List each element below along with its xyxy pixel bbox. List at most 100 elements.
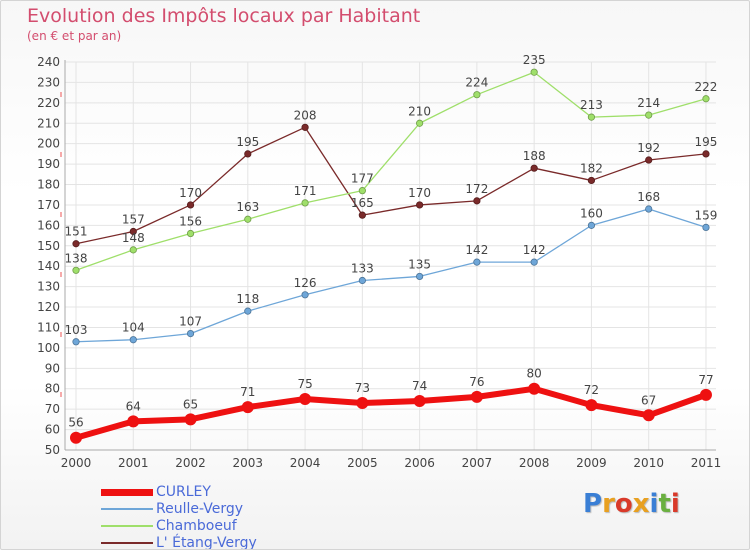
data-label: 165 (351, 196, 374, 210)
data-label: 75 (297, 377, 312, 391)
data-point (70, 431, 82, 444)
x-tick-label: 2000 (61, 456, 92, 470)
data-label: 235 (523, 53, 546, 67)
data-point (702, 95, 710, 103)
x-tick-label: 2004 (290, 456, 321, 470)
data-point (358, 187, 366, 195)
data-label: 142 (465, 243, 488, 257)
data-point (127, 415, 140, 428)
data-label: 56 (68, 416, 83, 430)
data-label: 192 (637, 141, 660, 155)
data-point (416, 272, 424, 281)
data-label: 104 (122, 321, 145, 335)
data-label: 222 (695, 80, 718, 94)
data-label: 195 (236, 135, 259, 149)
x-tick-label: 2003 (233, 456, 264, 470)
data-label: 170 (408, 186, 431, 200)
legend-swatch (101, 508, 153, 510)
data-point (416, 201, 424, 209)
data-point (416, 119, 424, 127)
chart-title: Evolution des Impôts locaux par Habitant (27, 5, 421, 27)
data-label: 126 (294, 276, 317, 290)
x-tick-label: 2009 (576, 456, 607, 470)
data-point (530, 68, 538, 76)
data-point (645, 205, 653, 213)
proxiti-logo: Proxiti (583, 489, 680, 519)
data-point (587, 221, 596, 229)
data-label: 118 (236, 292, 259, 306)
data-label: 163 (236, 200, 259, 214)
data-point (186, 201, 195, 209)
x-tick-label: 2002 (175, 456, 206, 470)
data-label: 80 (527, 367, 542, 381)
data-point (530, 258, 538, 266)
data-point (186, 329, 195, 338)
data-point (645, 111, 653, 119)
data-label: 103 (65, 323, 88, 337)
data-label: 65 (183, 397, 198, 411)
data-point (244, 150, 252, 158)
legend-label: L' Étang-Vergy (156, 535, 257, 550)
y-tick-label: 140 (37, 259, 60, 273)
data-label: 77 (698, 373, 713, 387)
legend-swatch (101, 525, 153, 527)
data-point (301, 123, 309, 131)
data-point (473, 91, 481, 99)
data-point (72, 266, 80, 274)
data-point (72, 240, 80, 248)
data-point (699, 388, 712, 401)
data-label: 107 (179, 315, 202, 329)
data-point (470, 390, 483, 403)
data-point (587, 113, 596, 121)
data-point (530, 164, 538, 172)
data-point (473, 258, 481, 266)
data-label: 188 (523, 149, 546, 163)
y-tick-label: 240 (37, 55, 60, 69)
data-label: 64 (126, 399, 141, 413)
data-point (299, 392, 312, 405)
y-tick-label: 190 (37, 157, 60, 171)
data-point (301, 291, 309, 299)
data-label: 208 (294, 108, 317, 122)
chart-subtitle: (en € et par an) (27, 29, 122, 43)
y-tick-label: 70 (45, 402, 60, 416)
data-point (645, 156, 653, 164)
y-tick-label: 130 (37, 280, 60, 294)
data-label: 156 (179, 215, 202, 229)
data-point (702, 150, 710, 158)
data-label: 138 (65, 251, 88, 265)
data-point (358, 276, 366, 285)
data-label: 224 (465, 76, 488, 90)
data-label: 72 (584, 383, 599, 397)
data-label: 210 (408, 104, 431, 118)
legend-swatch (101, 489, 153, 496)
data-label: 151 (65, 225, 88, 239)
data-point (702, 223, 710, 232)
y-tick-label: 90 (45, 361, 60, 375)
data-point (585, 399, 598, 412)
data-label: 213 (580, 98, 603, 112)
data-label: 160 (580, 206, 603, 220)
data-point (129, 336, 137, 344)
data-point (413, 394, 426, 407)
data-point (184, 413, 197, 426)
series-line-reulle-vergy (75, 208, 707, 343)
data-point (244, 307, 252, 315)
data-label: 172 (465, 182, 488, 196)
data-label: 157 (122, 212, 145, 226)
data-label: 182 (580, 161, 603, 175)
x-tick-label: 2001 (118, 456, 149, 470)
x-tick-label: 2007 (462, 456, 493, 470)
y-tick-label: 170 (37, 198, 60, 212)
data-label: 67 (641, 393, 656, 407)
data-point (301, 199, 309, 207)
data-label: 73 (355, 381, 370, 395)
series-line-curley (75, 385, 707, 441)
x-tick-label: 2010 (633, 456, 664, 470)
data-label: 71 (240, 385, 255, 399)
y-tick-label: 60 (45, 423, 60, 437)
series-line-chamboeuf (75, 71, 707, 271)
data-label: 171 (294, 184, 317, 198)
